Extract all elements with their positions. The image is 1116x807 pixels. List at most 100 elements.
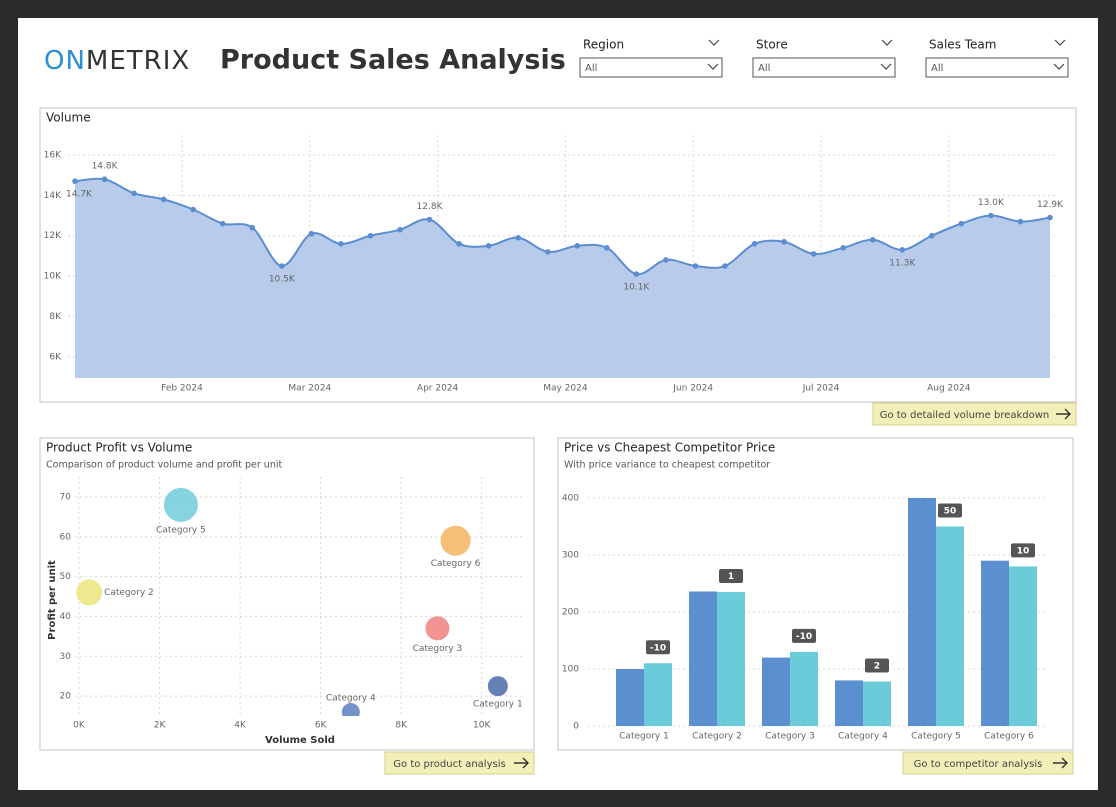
- point: [1017, 218, 1024, 225]
- y-tick-label: 8K: [49, 312, 62, 322]
- filter-chevron: [881, 39, 893, 46]
- y-tick-label: 14K: [44, 191, 62, 201]
- point: [131, 190, 137, 197]
- button-label: Go to detailed volume breakdown: [880, 410, 1050, 421]
- bar: [762, 657, 790, 726]
- y-tick-label: 0: [573, 722, 579, 732]
- dropdown: [752, 57, 896, 78]
- variance-label: -10: [650, 643, 666, 653]
- x-tick-label: Mar 2024: [288, 384, 331, 394]
- filter[interactable]: Sales Team All: [925, 38, 1069, 78]
- filter-chevron: [708, 39, 720, 46]
- bar: [1009, 566, 1037, 726]
- bubble-label: Category 3: [413, 644, 463, 654]
- point: [397, 226, 403, 233]
- x-tick-label: 10K: [473, 721, 491, 731]
- bar: [689, 591, 717, 726]
- variance-badge: [792, 628, 816, 643]
- bubble: [76, 579, 103, 606]
- nav-button[interactable]: Go to competitor analysis: [902, 751, 1074, 775]
- x-tick-label: 4K: [234, 721, 247, 731]
- x-tick-label: 8K: [395, 721, 408, 731]
- chart-subtitle: With price variance to cheapest competit…: [564, 460, 770, 471]
- point: [751, 241, 758, 247]
- data-label: 14.7K: [66, 190, 93, 200]
- panel: [39, 437, 535, 751]
- button-bg: [872, 402, 1077, 426]
- button-bg: [384, 751, 535, 775]
- point: [485, 243, 492, 249]
- y-tick-label: 40: [60, 612, 72, 622]
- chart-title: Volume: [46, 111, 91, 125]
- point: [367, 232, 374, 239]
- point: [515, 234, 521, 241]
- bar: [981, 560, 1009, 726]
- point: [456, 241, 462, 247]
- point: [426, 216, 433, 223]
- chart-subtitle: Comparison of product volume and profit …: [46, 460, 282, 471]
- y-tick-label: 50: [60, 572, 72, 582]
- point: [338, 241, 344, 247]
- bar: [863, 681, 891, 726]
- y-tick-label: 100: [562, 665, 579, 675]
- point: [810, 251, 817, 257]
- line: [74, 177, 1051, 276]
- bubble: [487, 676, 508, 697]
- bar: [790, 651, 818, 726]
- button-arrow: [1056, 408, 1071, 420]
- bubble-label: Category 5: [156, 525, 206, 535]
- bubble-label: Category 4: [326, 694, 376, 704]
- variance-label: 50: [944, 507, 957, 517]
- point: [633, 271, 640, 277]
- button-arrow: [514, 757, 529, 769]
- x-tick-label: Feb 2024: [161, 384, 203, 394]
- point: [72, 178, 78, 185]
- button-arrow: [1053, 757, 1068, 769]
- bubble-label: Category 6: [431, 559, 481, 569]
- dropdown-value: All: [758, 63, 770, 74]
- dropdown-value: All: [585, 63, 597, 74]
- point: [692, 263, 699, 269]
- logo-second: METRIX: [86, 46, 190, 76]
- dropdown-chevron: [1053, 63, 1065, 70]
- y-tick-label: 6K: [49, 352, 62, 362]
- variance-badge: [865, 658, 889, 673]
- point: [160, 196, 167, 203]
- bubble: [440, 525, 471, 556]
- dropdown: [925, 57, 1069, 78]
- data-label: 10.5K: [269, 275, 296, 285]
- point: [190, 206, 196, 213]
- point: [840, 245, 846, 251]
- button-label: Go to product analysis: [393, 759, 505, 770]
- y-tick-label: 300: [562, 551, 579, 561]
- bubble-label: Category 1: [473, 700, 523, 710]
- x-tick-label: 0K: [73, 721, 86, 731]
- bar: [717, 592, 745, 726]
- x-tick-label: May 2024: [543, 384, 588, 394]
- area: [75, 178, 1050, 378]
- x-tick-label: Aug 2024: [927, 384, 971, 394]
- point: [781, 238, 787, 245]
- point: [899, 247, 906, 253]
- filter[interactable]: Store All: [752, 38, 896, 78]
- point: [604, 245, 610, 251]
- chart-title: Price vs Cheapest Competitor Price: [564, 441, 775, 455]
- variance-badge: [1011, 543, 1035, 558]
- filter[interactable]: Region All: [579, 38, 723, 78]
- y-tick-label: 200: [562, 608, 579, 618]
- y-tick-label: 12K: [44, 231, 62, 241]
- point: [988, 212, 994, 219]
- x-tick-label: Category 2: [692, 732, 742, 742]
- bubble: [425, 616, 450, 641]
- bubble: [341, 703, 360, 716]
- point: [249, 224, 256, 231]
- variance-badge: [719, 569, 743, 584]
- dropdown-chevron: [707, 63, 719, 70]
- nav-button[interactable]: Go to product analysis: [384, 751, 535, 775]
- y-axis-title: Profit per unit: [47, 560, 58, 640]
- x-tick-label: Apr 2024: [417, 384, 459, 394]
- filter-label: Sales Team: [929, 38, 996, 52]
- x-axis-title: Volume Sold: [265, 735, 335, 746]
- dropdown-chevron: [880, 63, 892, 70]
- nav-button[interactable]: Go to detailed volume breakdown: [872, 402, 1077, 426]
